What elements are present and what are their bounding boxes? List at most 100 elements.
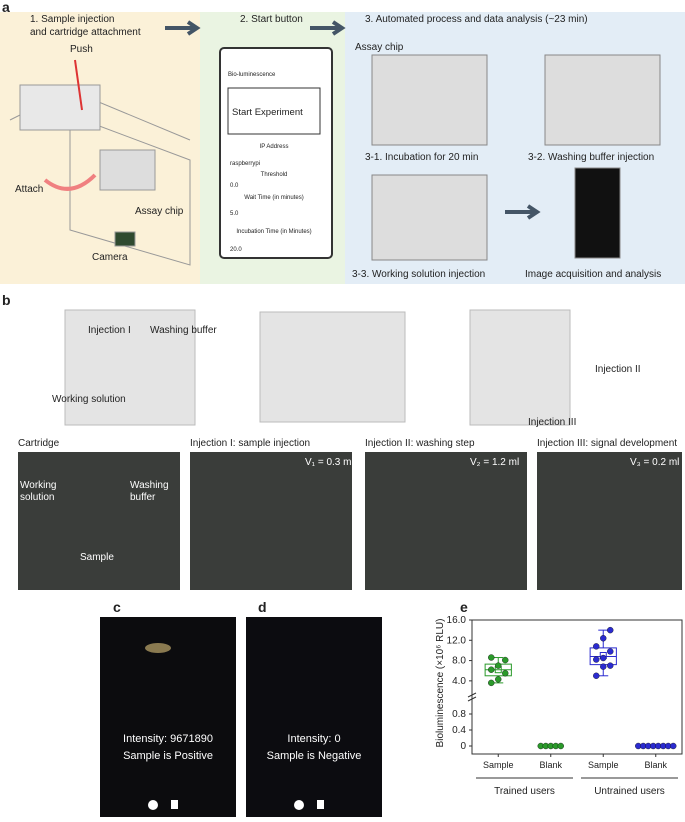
result: Sample is Negative (267, 750, 362, 762)
panel-label: a (2, 0, 10, 15)
label: Attach (15, 184, 43, 195)
point (607, 662, 614, 669)
label: Assay chip (135, 206, 184, 217)
field-label: Threshold (261, 172, 288, 178)
step-title: 3. Automated process and data analysis (… (365, 14, 588, 25)
device-sketch (9, 59, 191, 266)
accept-icon[interactable] (148, 800, 158, 810)
field-label: IP Address (260, 144, 289, 150)
intensity: Intensity: 0 (287, 733, 340, 745)
step-title: 1. Sample injection (30, 14, 115, 25)
field-label: Wait Time (in minutes) (244, 195, 303, 201)
y-tick-label: 0 (460, 741, 466, 752)
chip-sketches (371, 54, 661, 261)
point (607, 626, 614, 634)
photo-title: Injection I: sample injection (190, 438, 310, 449)
label: 3-2. Washing buffer injection (528, 152, 654, 163)
button-label: Start Experiment (232, 107, 303, 118)
phone (219, 47, 333, 259)
step-title: 2. Start button (240, 14, 303, 25)
y-tick-label: 0.4 (452, 725, 466, 736)
point (670, 742, 677, 750)
point (593, 672, 600, 679)
spot (145, 643, 171, 653)
point (488, 679, 495, 687)
screen (246, 617, 382, 817)
plot-frame (471, 619, 683, 755)
y-tick-label: 8.0 (452, 656, 466, 667)
step-title: and cartridge attachment (30, 27, 141, 38)
photo-title: Injection II: washing step (365, 438, 475, 449)
arrow (310, 20, 346, 36)
x-tick-label: Blank (644, 760, 667, 770)
label: Working solution (52, 394, 126, 405)
y-tick-label: 0.8 (452, 709, 466, 720)
accept-icon[interactable] (294, 800, 304, 810)
photo-note: Washing (130, 480, 169, 491)
point (488, 654, 495, 661)
x-tick-label: Sample (588, 760, 619, 770)
point (607, 648, 614, 655)
label: Assay chip (355, 42, 404, 53)
label: 3-3. Working solution injection (352, 269, 485, 280)
x-tick-label: Blank (539, 760, 562, 770)
point (593, 656, 600, 663)
photo-title: Cartridge (18, 438, 60, 449)
panel-label: c (113, 599, 121, 615)
point (502, 656, 509, 664)
volume: V₃ = 0.2 ml (630, 457, 679, 468)
point (495, 676, 502, 683)
field-label: Incubation Time (in Minutes) (236, 229, 311, 235)
delete-icon[interactable] (317, 800, 324, 809)
app-title: Bio-luminescence (228, 72, 276, 78)
photo-note: solution (20, 492, 54, 503)
x-tick-label: Sample (483, 760, 514, 770)
point (600, 635, 607, 642)
volume: V₁ = 0.3 ml (305, 457, 354, 468)
photo-note: buffer (130, 492, 156, 503)
point (600, 654, 607, 662)
intensity: Intensity: 9671890 (123, 733, 213, 745)
panel-label: b (2, 292, 11, 308)
cartridge-photos (64, 309, 571, 426)
label: Washing buffer (150, 325, 217, 336)
delete-icon[interactable] (171, 800, 178, 809)
point (495, 662, 502, 669)
label: 3-1. Incubation for 20 min (365, 152, 478, 163)
arrow (165, 20, 201, 36)
field-value: 0.0 (230, 183, 239, 189)
label: Injection I (88, 325, 131, 336)
point (557, 742, 564, 750)
y-tick-label: 12.0 (447, 635, 467, 646)
y-axis-title: Bioluminescence (×10⁶ RLU) (435, 619, 446, 748)
legend-label: Untrained users (594, 786, 665, 797)
label: Image acquisition and analysis (525, 269, 661, 280)
axis-break (467, 696, 477, 702)
result: Sample is Positive (123, 750, 213, 762)
label: Injection II (595, 364, 641, 375)
point (488, 666, 495, 673)
label: Camera (92, 252, 128, 263)
arrow (505, 204, 541, 220)
y-tick-label: 16.0 (447, 615, 467, 626)
axis-break (467, 692, 477, 698)
volume: V₂ = 1.2 ml (470, 457, 519, 468)
label: Push (70, 44, 93, 55)
photo-title: Injection III: signal development (537, 438, 677, 449)
step1-bg (0, 12, 200, 284)
photo-note: Working (20, 480, 57, 491)
point (593, 643, 600, 650)
point (600, 663, 607, 670)
photo-note: Sample (80, 552, 114, 563)
y-tick-label: 4.0 (452, 676, 466, 687)
label: Injection III (528, 417, 576, 428)
panel-label: d (258, 599, 267, 615)
field-value: 20.0 (230, 247, 242, 253)
start-button[interactable] (227, 87, 321, 135)
panel-label: e (460, 599, 468, 615)
field-value: raspberrypi (230, 161, 260, 167)
legend-label: Trained users (494, 786, 555, 797)
field-value: 5.0 (230, 211, 239, 217)
point (502, 670, 509, 677)
